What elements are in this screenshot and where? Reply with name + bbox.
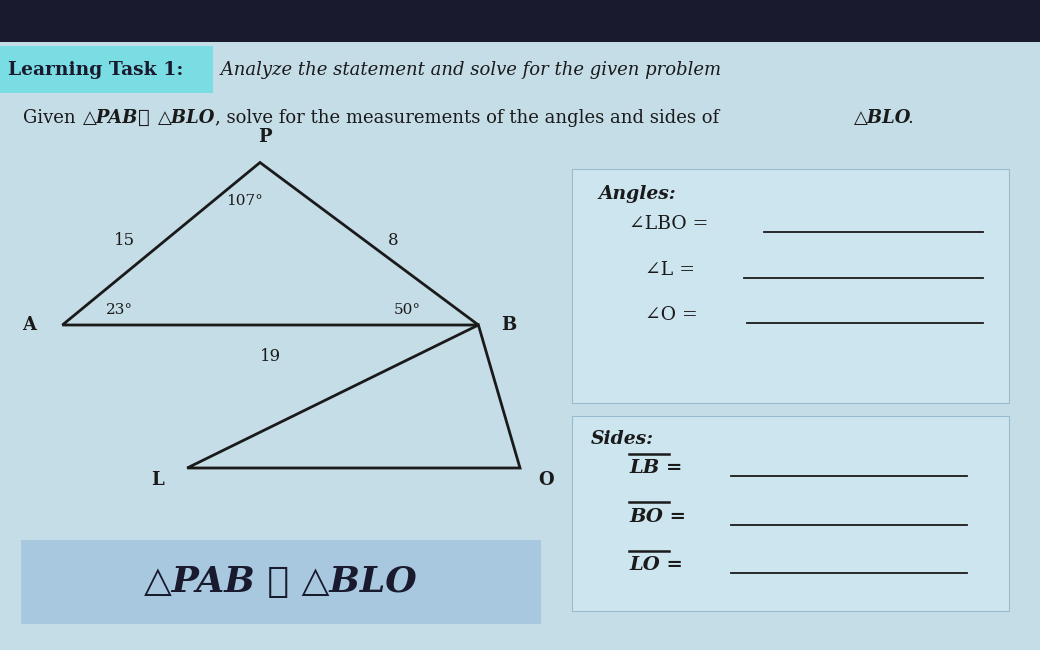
Text: O: O bbox=[539, 471, 554, 489]
Text: Learning Task 1:: Learning Task 1: bbox=[8, 60, 184, 79]
Text: P: P bbox=[258, 128, 272, 146]
Text: L: L bbox=[152, 471, 164, 489]
Text: △BLO: △BLO bbox=[158, 109, 215, 127]
Text: Sides:: Sides: bbox=[591, 430, 654, 448]
FancyBboxPatch shape bbox=[21, 540, 541, 624]
Text: Given: Given bbox=[23, 109, 81, 127]
Text: △BLO: △BLO bbox=[854, 109, 911, 127]
Text: 19: 19 bbox=[260, 348, 281, 365]
Text: △PAB ≅ △BLO: △PAB ≅ △BLO bbox=[145, 565, 417, 599]
Text: Analyze the statement and solve for the given problem: Analyze the statement and solve for the … bbox=[215, 60, 722, 79]
Text: LB =: LB = bbox=[629, 459, 682, 477]
Text: .: . bbox=[907, 109, 913, 127]
Text: 23°: 23° bbox=[106, 303, 133, 317]
FancyBboxPatch shape bbox=[0, 0, 1040, 42]
Text: BO =: BO = bbox=[629, 508, 686, 526]
Text: ∠L =: ∠L = bbox=[645, 261, 695, 279]
Text: ∠O =: ∠O = bbox=[645, 306, 698, 324]
Text: A: A bbox=[23, 316, 36, 334]
Text: , solve for the measurements of the angles and sides of: , solve for the measurements of the angl… bbox=[215, 109, 725, 127]
FancyBboxPatch shape bbox=[572, 169, 1009, 403]
Text: 8: 8 bbox=[388, 232, 398, 249]
Text: ≅: ≅ bbox=[138, 109, 150, 127]
Text: ∠LBO =: ∠LBO = bbox=[629, 215, 708, 233]
Text: △PAB: △PAB bbox=[83, 109, 138, 127]
Text: Angles:: Angles: bbox=[598, 185, 676, 203]
FancyBboxPatch shape bbox=[0, 46, 213, 93]
Text: 15: 15 bbox=[114, 232, 135, 249]
FancyBboxPatch shape bbox=[572, 416, 1009, 611]
Text: LO =: LO = bbox=[629, 556, 683, 575]
Text: B: B bbox=[501, 316, 517, 334]
Text: 50°: 50° bbox=[394, 303, 421, 317]
Text: 107°: 107° bbox=[226, 194, 263, 208]
